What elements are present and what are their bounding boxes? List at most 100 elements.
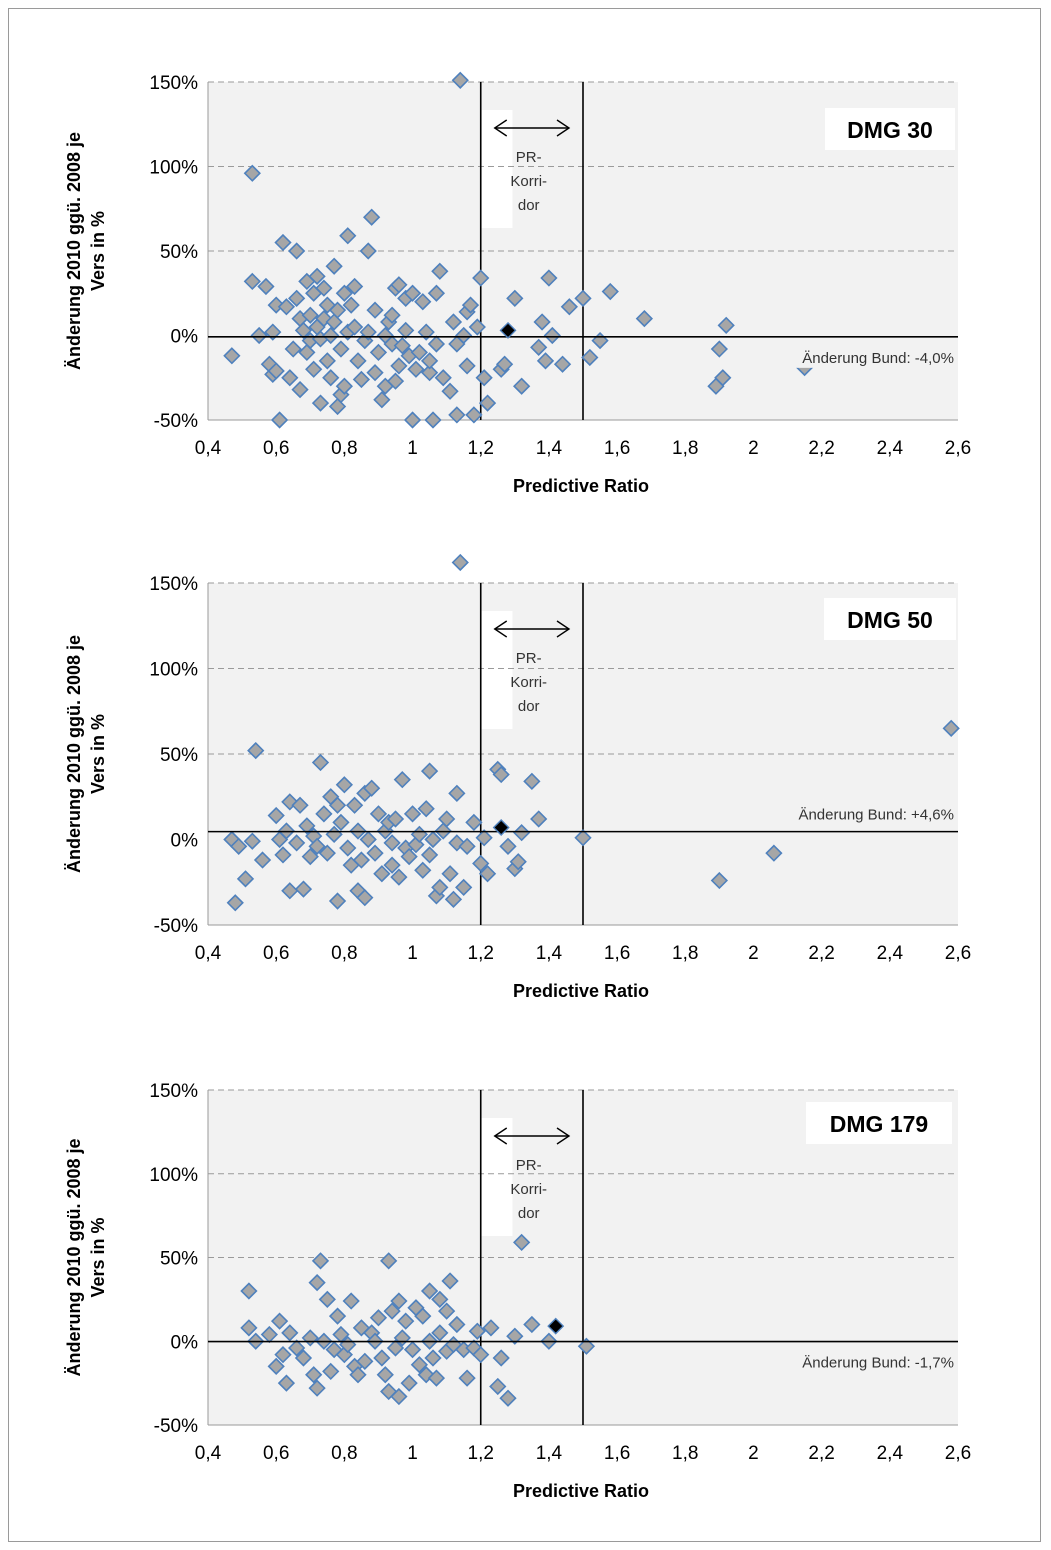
data-point (257, 277, 275, 296)
data-point (363, 779, 381, 797)
data-point (308, 1273, 326, 1292)
data-point (390, 868, 408, 886)
data-point (536, 352, 555, 370)
data-point (458, 357, 476, 375)
x-tick-label: 2,6 (945, 943, 971, 964)
x-tick-label: 1 (407, 943, 418, 964)
x-tick-label: 1,8 (672, 438, 698, 459)
data-point (553, 355, 572, 373)
y-tick-label: 100% (149, 1165, 198, 1186)
data-point (455, 326, 473, 345)
highlight-point (499, 321, 517, 339)
data-point (543, 326, 561, 345)
data-point (308, 837, 326, 855)
data-point (335, 284, 353, 302)
bund-label: Änderung Bund: -4,0% (802, 350, 954, 367)
corridor-label-line: PR- (516, 650, 542, 667)
data-point (328, 892, 347, 910)
y-tick-label: 0% (171, 327, 199, 348)
data-point (311, 1252, 330, 1270)
data-point (383, 1302, 401, 1320)
x-tick-label: 0,6 (263, 943, 289, 964)
data-point (311, 394, 330, 412)
data-point (438, 810, 456, 828)
data-point (366, 364, 384, 382)
data-point (267, 362, 285, 380)
data-point (288, 1339, 306, 1357)
data-point (530, 810, 548, 828)
data-point (349, 352, 367, 370)
chart-title-box (824, 598, 956, 640)
data-point (294, 321, 313, 340)
chart-title: DMG 179 (830, 1111, 928, 1137)
data-point (250, 326, 268, 345)
data-point (301, 306, 319, 324)
corridor-label-line: Korri- (510, 173, 547, 190)
data-point (407, 360, 425, 378)
x-tick-label: 2,2 (808, 438, 834, 459)
x-tick-label: 0,4 (195, 1443, 222, 1464)
data-point (349, 1366, 367, 1384)
y-axis-title-line2: Vers in % (88, 714, 108, 794)
data-point (434, 369, 452, 387)
data-point (444, 313, 463, 331)
y-axis-title-line2: Vers in % (88, 1217, 108, 1297)
data-point (417, 323, 435, 341)
bund-label: Änderung Bund: +4,6% (798, 807, 954, 824)
data-point (400, 1374, 418, 1392)
x-tick-label: 1,4 (536, 438, 563, 459)
x-tick-label: 2,2 (808, 1443, 834, 1464)
data-point (325, 1340, 343, 1359)
data-point (393, 337, 411, 355)
data-point (513, 377, 531, 395)
x-tick-label: 2 (748, 438, 759, 459)
y-tick-label: 50% (160, 745, 198, 766)
x-tick-label: 0,4 (195, 943, 222, 964)
data-point (417, 1366, 435, 1384)
y-tick-label: 150% (149, 73, 198, 94)
data-point (267, 806, 285, 825)
data-point (328, 796, 347, 814)
data-point (380, 1252, 398, 1270)
data-point (455, 878, 473, 897)
data-point (267, 1357, 285, 1376)
data-point (427, 1369, 446, 1387)
data-point (305, 360, 323, 378)
x-tick-label: 2,6 (945, 1443, 971, 1464)
data-point (574, 829, 592, 847)
data-point (345, 277, 364, 296)
data-point (472, 854, 490, 873)
data-point (359, 323, 377, 341)
data-point (942, 719, 960, 737)
data-point (574, 289, 592, 307)
data-point (267, 296, 285, 314)
x-tick-label: 0,6 (263, 438, 289, 459)
data-point (710, 340, 728, 358)
data-point (506, 289, 524, 307)
y-tick-label: -50% (154, 916, 198, 937)
data-point (403, 411, 422, 429)
data-point (458, 837, 476, 855)
data-point (288, 289, 306, 307)
chart-2: 150% 100% 50% 0% -50% 0,4 0,6 0,8 1 1,2 1,4 1,6 1,8 2… (64, 553, 971, 1001)
x-tick-label: 0,8 (331, 943, 357, 964)
y-tick-label: -50% (154, 1416, 198, 1437)
data-point (294, 880, 313, 898)
data-point (601, 282, 619, 301)
data-point (325, 257, 343, 275)
data-point (635, 309, 653, 328)
data-point (328, 301, 347, 319)
x-tick-label: 2,2 (808, 943, 834, 964)
data-point (441, 865, 459, 883)
x-tick-label: 2,6 (945, 438, 971, 459)
data-point (298, 343, 316, 362)
y-tick-label: 100% (149, 660, 198, 681)
data-point (390, 357, 408, 375)
data-point (359, 830, 377, 849)
data-point (540, 269, 558, 287)
bund-label-bg (746, 1350, 956, 1373)
x-axis-title: Predictive Ratio (513, 476, 649, 496)
x-tick-label: 1 (407, 438, 418, 459)
y-tick-label: 150% (149, 574, 198, 595)
